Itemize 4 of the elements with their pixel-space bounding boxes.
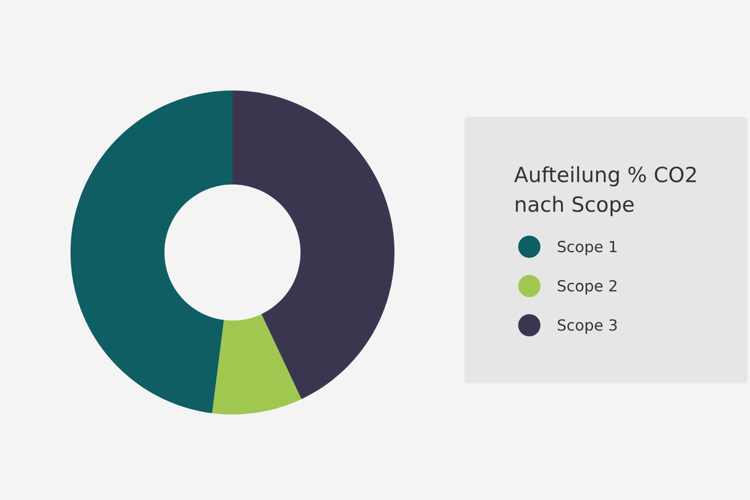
- legend-title: Aufteilung % CO2 nach Scope: [514, 166, 696, 216]
- legend-label: Scope 1: [558, 240, 617, 256]
- legend-label: Scope 3: [558, 319, 617, 334]
- legend-label: Scope 2: [558, 280, 616, 295]
